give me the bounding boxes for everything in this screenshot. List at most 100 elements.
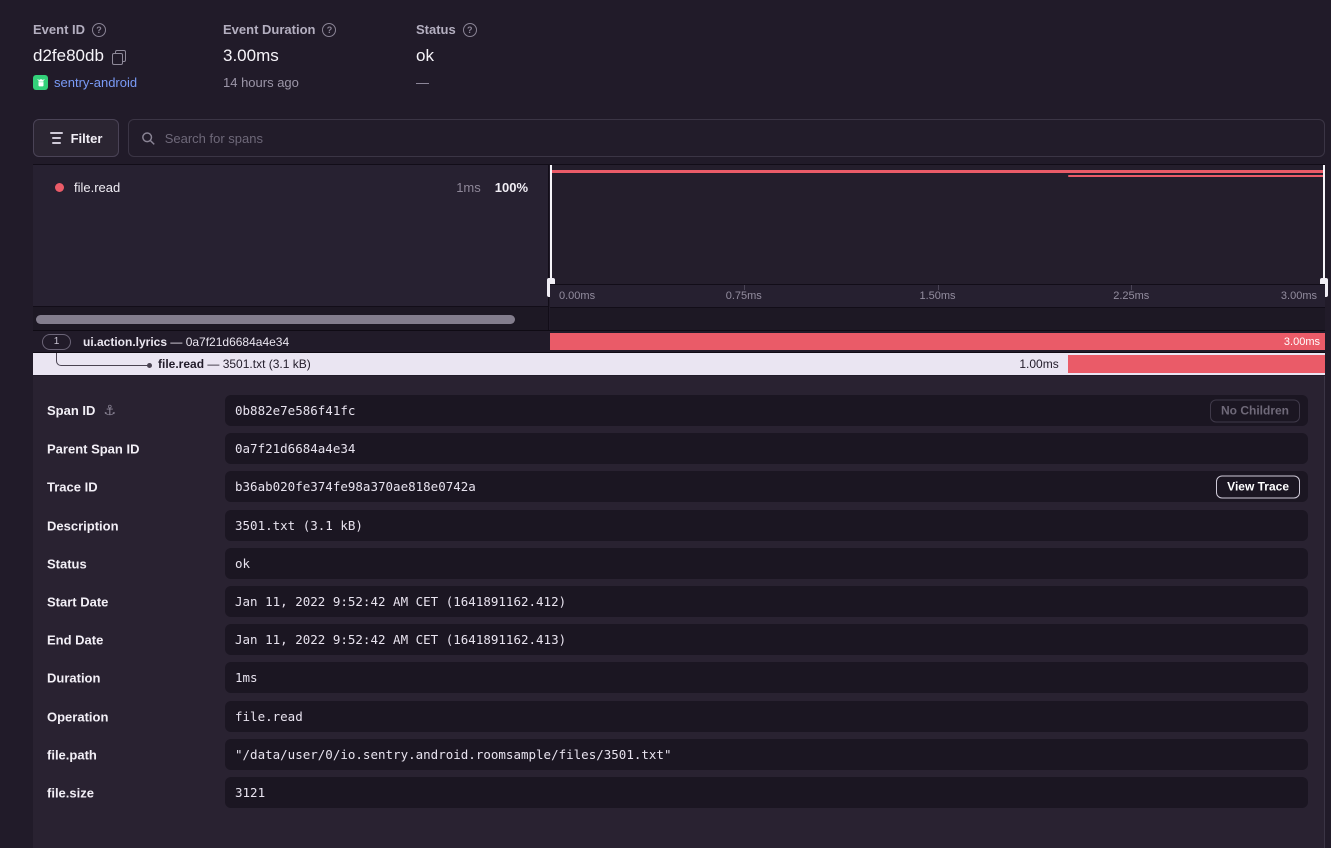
detail-row-operation: Operation file.read — [33, 701, 1324, 732]
span-children-toggle[interactable]: 1 — [42, 333, 71, 350]
detail-row-trace-id: Trace ID b36ab020fe374fe98a370ae818e0742… — [33, 471, 1324, 502]
detail-value: "/data/user/0/io.sentry.android.roomsamp… — [235, 747, 672, 762]
detail-value-box: 3501.txt (3.1 kB) — [225, 510, 1308, 541]
detail-row-start-date: Start Date Jan 11, 2022 9:52:42 AM CET (… — [33, 586, 1324, 617]
detail-value-box: 0b882e7e586f41fc No Children — [225, 395, 1308, 426]
detail-value-box: b36ab020fe374fe98a370ae818e0742a View Tr… — [225, 471, 1308, 502]
detail-value-box: 0a7f21d6684a4e34 — [225, 433, 1308, 464]
detail-label: Operation — [47, 709, 109, 724]
help-icon[interactable]: ? — [92, 22, 107, 37]
status-label: Status — [416, 22, 456, 37]
status-sub: — — [416, 75, 429, 90]
detail-value-box: 1ms — [225, 662, 1308, 693]
axis-tick-label: 0.00ms — [559, 290, 596, 302]
detail-value-box: "/data/user/0/io.sentry.android.roomsamp… — [225, 739, 1308, 770]
detail-value: 1ms — [235, 670, 258, 685]
detail-label: Span ID — [47, 403, 96, 418]
detail-label: Start Date — [47, 594, 109, 609]
event-id-block: Event ID ? d2fe80db sentry-android — [33, 22, 137, 90]
axis-tick-label: 0.75ms — [725, 290, 762, 302]
op-breakdown-panel: file.read 1ms 100% — [33, 165, 549, 331]
toolbar: Filter — [33, 119, 1325, 157]
detail-row-parent-span-id: Parent Span ID 0a7f21d6684a4e34 — [33, 433, 1324, 464]
horizontal-scrollbar-thumb[interactable] — [36, 315, 515, 324]
status-block: Status ? ok — — [416, 22, 477, 90]
event-age: 14 hours ago — [223, 75, 299, 90]
filter-icon — [49, 132, 63, 144]
axis-tick-label: 2.25ms — [1113, 290, 1150, 302]
search-input[interactable] — [164, 130, 1312, 146]
op-percent: 100% — [494, 179, 528, 195]
axis-tick-label: 1.50ms — [919, 290, 956, 302]
anchor-icon[interactable]: ⚓ — [103, 402, 116, 419]
span-duration-label: 3.00ms — [1283, 335, 1320, 348]
axis-spacer — [550, 308, 1325, 331]
time-axis: 0.00ms 0.75ms 1.50ms 2.25ms 3.00ms — [550, 284, 1325, 308]
help-icon[interactable]: ? — [462, 22, 477, 37]
detail-row-file-path: file.path "/data/user/0/io.sentry.androi… — [33, 739, 1324, 770]
detail-value: 0a7f21d6684a4e34 — [235, 441, 356, 456]
span-row-title: ui.action.lyrics — 0a7f21d6684a4e34 — [83, 334, 290, 349]
detail-value: 3501.txt (3.1 kB) — [235, 518, 363, 533]
event-duration-block: Event Duration ? 3.00ms 14 hours ago — [223, 22, 337, 90]
detail-row-file-size: file.size 3121 — [33, 777, 1324, 808]
detail-value-box: Jan 11, 2022 9:52:42 AM CET (1641891162.… — [225, 586, 1308, 617]
minimap-span-bar — [1068, 175, 1325, 177]
op-breakdown-row[interactable]: file.read 1ms 100% — [33, 165, 548, 209]
project-link[interactable]: sentry-android — [54, 75, 138, 90]
filter-button[interactable]: Filter — [33, 119, 119, 157]
detail-value: 0b882e7e586f41fc — [235, 403, 356, 418]
span-bar[interactable]: 3.00ms — [550, 333, 1325, 350]
detail-value: file.read — [235, 709, 303, 724]
help-icon[interactable]: ? — [322, 22, 337, 37]
event-id-value: d2fe80db — [33, 46, 104, 65]
detail-label: Status — [47, 556, 87, 571]
event-duration-value: 3.00ms — [223, 46, 279, 65]
detail-value: 3121 — [235, 785, 266, 800]
op-duration: 1ms — [456, 179, 481, 195]
span-details-panel: Span ID ⚓ 0b882e7e586f41fc No Children P… — [33, 376, 1325, 848]
detail-value: Jan 11, 2022 9:52:42 AM CET (1641891162.… — [235, 632, 567, 647]
detail-row-status: Status ok — [33, 548, 1324, 579]
event-header: Event ID ? d2fe80db sentry-android Event… — [33, 22, 1331, 112]
minimap-right-handle[interactable] — [1320, 165, 1328, 297]
event-duration-label: Event Duration — [223, 22, 316, 37]
span-tree: 1 ui.action.lyrics — 0a7f21d6684a4e34 3.… — [33, 330, 1325, 375]
copy-icon[interactable] — [111, 49, 126, 65]
event-id-label: Event ID — [33, 22, 86, 37]
detail-value-box: Jan 11, 2022 9:52:42 AM CET (1641891162.… — [225, 624, 1308, 655]
span-row-selected[interactable]: file.read — 3501.txt (3.1 kB) 1.00ms — [33, 352, 1325, 375]
detail-value-box: 3121 — [225, 777, 1308, 808]
detail-value-box: file.read — [225, 701, 1308, 732]
minimap-left-handle[interactable] — [547, 165, 555, 297]
android-icon — [33, 75, 48, 90]
detail-value: b36ab020fe374fe98a370ae818e0742a — [235, 479, 476, 494]
op-color-dot — [55, 182, 64, 192]
span-duration-label: 1.00ms — [1019, 357, 1059, 371]
trace-minimap-section: file.read 1ms 100% 0.00ms 0.75ms 1.50ms … — [33, 164, 1328, 331]
no-children-button[interactable]: No Children — [1210, 399, 1300, 422]
span-row-parent[interactable]: 1 ui.action.lyrics — 0a7f21d6684a4e34 3.… — [33, 330, 1325, 352]
detail-label: Description — [47, 518, 119, 533]
detail-row-description: Description 3501.txt (3.1 kB) — [33, 510, 1324, 541]
minimap-span-bar — [550, 170, 1325, 173]
detail-label: Parent Span ID — [47, 441, 140, 456]
detail-label: Trace ID — [47, 479, 98, 494]
tree-connector — [56, 353, 152, 368]
horizontal-scrollbar-track[interactable] — [33, 306, 549, 331]
detail-label: file.size — [47, 785, 94, 800]
view-trace-button[interactable]: View Trace — [1216, 475, 1300, 498]
detail-row-end-date: End Date Jan 11, 2022 9:52:42 AM CET (16… — [33, 624, 1324, 655]
axis-tick-label: 3.00ms — [1280, 290, 1317, 302]
detail-row-duration: Duration 1ms — [33, 662, 1324, 693]
status-value: ok — [416, 46, 434, 65]
span-search-bar[interactable] — [128, 119, 1325, 157]
detail-value: ok — [235, 556, 251, 571]
detail-value: Jan 11, 2022 9:52:42 AM CET (1641891162.… — [235, 594, 567, 609]
detail-row-span-id: Span ID ⚓ 0b882e7e586f41fc No Children — [33, 395, 1324, 426]
span-bar[interactable] — [1067, 355, 1325, 373]
search-icon — [142, 131, 155, 145]
filter-button-label: Filter — [70, 130, 103, 146]
detail-label: End Date — [47, 632, 104, 647]
minimap-chart[interactable] — [547, 165, 1328, 297]
